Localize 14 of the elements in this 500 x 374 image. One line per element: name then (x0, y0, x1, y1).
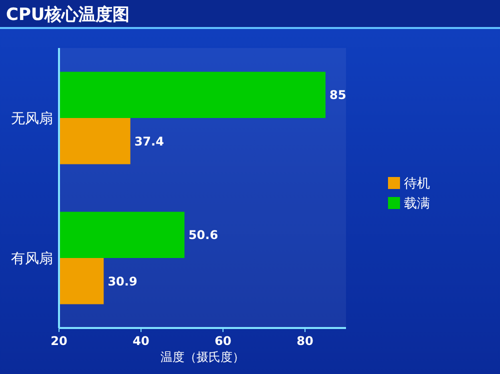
data-label: 50.6 (188, 228, 218, 242)
x-axis-title: 温度（摄氏度） (160, 350, 244, 364)
data-label: 85 (330, 88, 346, 102)
x-tick-label: 40 (132, 334, 150, 348)
x-tick-label: 20 (50, 334, 68, 348)
y-tick-label: 无风扇 (11, 110, 53, 127)
x-tick-label: 60 (214, 334, 232, 348)
chart-title: CPU核心温度图 (6, 5, 130, 25)
x-tick-label: 80 (296, 334, 314, 348)
legend-label: 待机 (404, 176, 430, 192)
y-tick-label: 有风扇 (11, 250, 53, 267)
data-label: 37.4 (134, 134, 164, 148)
legend-label: 载满 (404, 196, 430, 212)
data-label: 30.9 (108, 274, 138, 288)
